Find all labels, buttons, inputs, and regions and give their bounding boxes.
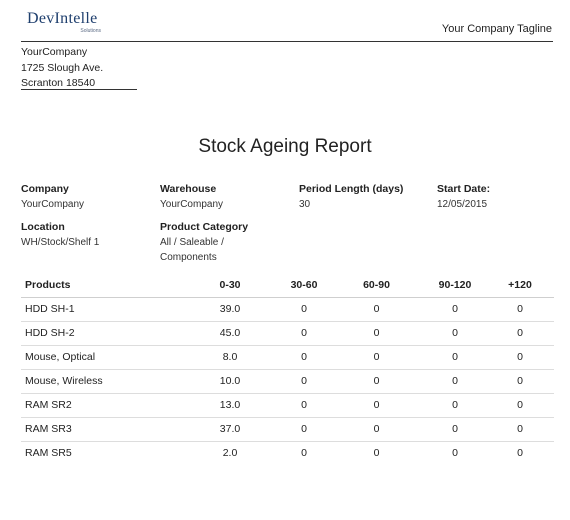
cell-120-plus: 0 xyxy=(486,393,554,418)
cell-0-30: 2.0 xyxy=(222,447,238,460)
info-company: Company YourCompany xyxy=(21,182,84,212)
cell-0-30: 8.0 xyxy=(181,345,279,370)
cell-30-60: 0 xyxy=(279,297,329,322)
address-line-3: Scranton 18540 xyxy=(21,77,96,89)
company-tagline: Your Company Tagline xyxy=(441,23,552,35)
table-row: RAM SR2 13.0 0 0 0 0 xyxy=(21,393,554,418)
info-location: Location WH/Stock/Shelf 1 xyxy=(21,220,99,250)
cell-90-120: 0 xyxy=(424,345,486,370)
period-length-value: 30 xyxy=(299,199,311,210)
cell-120-plus: 0 xyxy=(517,447,523,460)
cell-90-120: 0 xyxy=(424,297,486,322)
cell-90-120: 0 xyxy=(424,321,486,346)
company-address: YourCompany 1725 Slough Ave. Scranton 18… xyxy=(21,45,103,92)
company-value: YourCompany xyxy=(21,199,85,210)
report-title: Stock Ageing Report xyxy=(198,136,372,157)
info-period-length: Period Length (days) 30 xyxy=(299,182,403,212)
cell-product: HDD SH-1 xyxy=(21,297,181,322)
warehouse-label: Warehouse xyxy=(160,183,217,195)
cell-60-90: 0 xyxy=(329,393,424,418)
info-warehouse: Warehouse YourCompany xyxy=(160,182,223,212)
cell-30-60: 0 xyxy=(279,321,329,346)
cell-0-30: 37.0 xyxy=(181,417,279,442)
cell-30-60: 0 xyxy=(279,417,329,442)
cell-60-90: 0 xyxy=(329,297,424,322)
table-row: RAM SR3 37.0 0 0 0 0 xyxy=(21,417,554,442)
cell-60-90: 0 xyxy=(373,447,380,460)
product-category-value-1: All / Saleable / xyxy=(160,237,224,248)
info-product-category: Product Category All / Saleable / Compon… xyxy=(160,220,248,265)
cell-60-90: 0 xyxy=(329,345,424,370)
header-90-120: 90-120 xyxy=(424,273,486,298)
logo-subtext: Solutions xyxy=(80,28,101,34)
table-row: RAM SR5 2.0 0 0 0 0 xyxy=(21,441,554,465)
cell-0-30: 39.0 xyxy=(181,297,279,322)
stock-ageing-table: Products 0-30 30-60 60-90 90-120 +120 HD… xyxy=(21,273,554,465)
info-start-date: Start Date: 12/05/2015 xyxy=(437,182,490,212)
cell-120-plus: 0 xyxy=(486,297,554,322)
cell-30-60: 0 xyxy=(279,369,329,394)
cell-90-120: 0 xyxy=(424,393,486,418)
cell-product: RAM SR5 xyxy=(25,447,72,460)
cell-product: Mouse, Wireless xyxy=(21,369,181,394)
cell-product: RAM SR3 xyxy=(21,417,181,442)
cell-120-plus: 0 xyxy=(486,345,554,370)
cell-90-120: 0 xyxy=(424,417,486,442)
cell-60-90: 0 xyxy=(329,321,424,346)
cell-product: HDD SH-2 xyxy=(21,321,181,346)
header-0-30: 0-30 xyxy=(181,273,279,298)
company-logo: DevIntelle Solutions xyxy=(27,10,117,34)
header-120-plus: +120 xyxy=(486,273,554,298)
cell-120-plus: 0 xyxy=(486,417,554,442)
company-label: Company xyxy=(21,183,69,195)
table-row: HDD SH-2 45.0 0 0 0 0 xyxy=(21,321,554,346)
start-date-label: Start Date: xyxy=(437,183,491,195)
cell-product: RAM SR2 xyxy=(21,393,181,418)
address-divider xyxy=(21,89,137,90)
table-row: HDD SH-1 39.0 0 0 0 0 xyxy=(21,297,554,322)
location-value: WH/Stock/Shelf 1 xyxy=(21,237,100,248)
table-row: Mouse, Wireless 10.0 0 0 0 0 xyxy=(21,369,554,394)
cell-30-60: 0 xyxy=(279,345,329,370)
cell-120-plus: 0 xyxy=(486,321,554,346)
header-divider xyxy=(21,41,553,42)
period-length-label: Period Length (days) xyxy=(299,183,404,195)
cell-0-30: 13.0 xyxy=(181,393,279,418)
product-category-value-2: Components xyxy=(160,252,217,263)
header-products: Products xyxy=(21,273,181,298)
header-60-90: 60-90 xyxy=(329,273,424,298)
cell-60-90: 0 xyxy=(329,369,424,394)
cell-0-30: 45.0 xyxy=(181,321,279,346)
cell-90-120: 0 xyxy=(452,447,458,460)
table-row: Mouse, Optical 8.0 0 0 0 0 xyxy=(21,345,554,370)
cell-30-60: 0 xyxy=(301,447,307,460)
cell-product: Mouse, Optical xyxy=(21,345,181,370)
product-category-label: Product Category xyxy=(160,221,249,233)
logo-wordmark: DevIntelle xyxy=(27,10,98,27)
cell-90-120: 0 xyxy=(424,369,486,394)
header-30-60: 30-60 xyxy=(279,273,329,298)
cell-120-plus: 0 xyxy=(486,369,554,394)
cell-60-90: 0 xyxy=(329,417,424,442)
location-label: Location xyxy=(21,221,65,233)
start-date-value: 12/05/2015 xyxy=(437,199,488,210)
cell-0-30: 10.0 xyxy=(181,369,279,394)
table-header-row: Products 0-30 30-60 60-90 90-120 +120 xyxy=(21,273,554,298)
address-line-1: YourCompany xyxy=(21,46,88,58)
address-line-2: 1725 Slough Ave. xyxy=(21,61,104,74)
cell-30-60: 0 xyxy=(279,393,329,418)
warehouse-value: YourCompany xyxy=(160,199,224,210)
